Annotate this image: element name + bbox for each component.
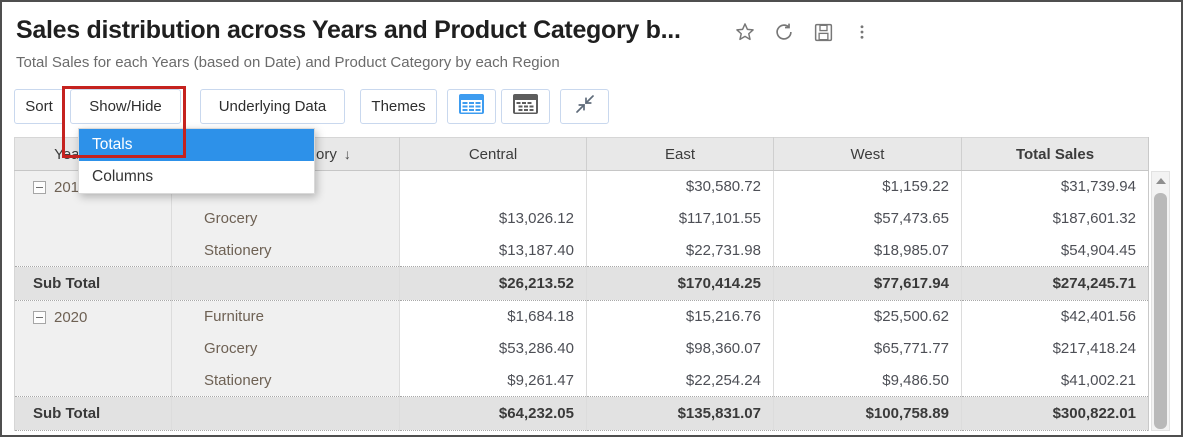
category-cell: Stationery (171, 234, 400, 267)
subtotal-spacer-cell (171, 396, 400, 431)
table-row: Grocery $53,286.40 $98,360.07 $65,771.77… (15, 332, 1149, 365)
subtotal-value-cell: $77,617.94 (773, 266, 962, 301)
value-cell: $13,026.12 (399, 202, 587, 235)
subtotal-label: Sub Total (14, 266, 172, 301)
pivot-view-button[interactable] (501, 89, 550, 124)
more-options-icon[interactable] (850, 20, 874, 44)
scrollbar-up-button[interactable] (1152, 172, 1169, 189)
value-cell: $117,101.55 (586, 202, 774, 235)
category-cell: Stationery (171, 364, 400, 397)
subtotal-value-cell: $26,213.52 (399, 266, 587, 301)
value-cell: $15,216.76 (586, 300, 774, 333)
page-title: Sales distribution across Years and Prod… (16, 16, 681, 44)
subtotal-label: Sub Total (14, 396, 172, 431)
value-cell: $31,739.94 (961, 170, 1149, 203)
title-action-bar (733, 20, 874, 44)
favorite-star-icon[interactable] (733, 20, 757, 44)
table-view-button[interactable] (447, 89, 496, 124)
scrollbar-thumb[interactable] (1154, 193, 1167, 429)
value-cell: $65,771.77 (773, 332, 962, 365)
value-cell: $9,261.47 (399, 364, 587, 397)
value-cell: $57,473.65 (773, 202, 962, 235)
value-cell: $9,486.50 (773, 364, 962, 397)
value-cell: $187,601.32 (961, 202, 1149, 235)
subtotal-row-2019: Sub Total $26,213.52 $170,414.25 $77,617… (14, 266, 1149, 301)
page-subtitle: Total Sales for each Years (based on Dat… (16, 54, 560, 71)
sort-desc-icon: ↓ (343, 145, 351, 162)
show-hide-button[interactable]: Show/Hide (70, 89, 181, 124)
value-cell: $22,254.24 (586, 364, 774, 397)
value-cell: $18,985.07 (773, 234, 962, 267)
column-header-central[interactable]: Central (399, 137, 587, 171)
sort-button[interactable]: Sort (14, 89, 64, 124)
refresh-icon[interactable] (772, 20, 796, 44)
value-cell: $98,360.07 (586, 332, 774, 365)
subtotal-spacer-cell (171, 266, 400, 301)
category-cell: Grocery (171, 332, 400, 365)
value-cell: $1,159.22 (773, 170, 962, 203)
table-row: Stationery $9,261.47 $22,254.24 $9,486.5… (15, 364, 1149, 397)
subtotal-value-cell: $135,831.07 (586, 396, 774, 431)
collapse-minus-icon[interactable] (33, 181, 46, 194)
value-cell: $13,187.40 (399, 234, 587, 267)
column-header-east[interactable]: East (586, 137, 774, 171)
table-view-icon (458, 93, 485, 120)
column-header-total-sales[interactable]: Total Sales (961, 137, 1149, 171)
value-cell: $54,904.45 (961, 234, 1149, 267)
table-row: Stationery $13,187.40 $22,731.98 $18,985… (15, 234, 1149, 267)
subtotal-value-cell: $64,232.05 (399, 396, 587, 431)
subtotal-value-cell: $100,758.89 (773, 396, 962, 431)
save-icon[interactable] (811, 20, 835, 44)
value-cell: $53,286.40 (399, 332, 587, 365)
subtotal-value-cell: $170,414.25 (586, 266, 774, 301)
table-row: Grocery $13,026.12 $117,101.55 $57,473.6… (15, 202, 1149, 235)
collapse-all-icon (573, 92, 597, 121)
category-cell: Furniture (171, 300, 400, 333)
vertical-scrollbar[interactable] (1151, 171, 1170, 431)
category-cell: Grocery (171, 202, 400, 235)
value-cell: $41,002.21 (961, 364, 1149, 397)
collapse-minus-icon[interactable] (33, 311, 46, 324)
value-cell: $22,731.98 (586, 234, 774, 267)
collapse-all-button[interactable] (560, 89, 609, 124)
subtotal-value-cell: $274,245.71 (961, 266, 1149, 301)
underlying-data-button[interactable]: Underlying Data (200, 89, 345, 124)
value-cell: $30,580.72 (586, 170, 774, 203)
subtotal-value-cell: $300,822.01 (961, 396, 1149, 431)
menu-item-totals[interactable]: Totals (79, 129, 314, 161)
value-cell: $25,500.62 (773, 300, 962, 333)
column-header-west[interactable]: West (773, 137, 962, 171)
table-row: 2020 Furniture $1,684.18 $15,216.76 $25,… (14, 300, 1149, 397)
year-group-2020: 2020 (14, 300, 172, 397)
value-cell: $1,684.18 (399, 300, 587, 333)
menu-item-columns[interactable]: Columns (92, 168, 154, 185)
value-cell: $42,401.56 (961, 300, 1149, 333)
value-cell (399, 170, 587, 203)
subtotal-row-2020: Sub Total $64,232.05 $135,831.07 $100,75… (14, 396, 1149, 431)
themes-button[interactable]: Themes (360, 89, 437, 124)
value-cell: $217,418.24 (961, 332, 1149, 365)
show-hide-menu: Totals Columns (78, 128, 315, 194)
pivot-view-icon (512, 93, 539, 120)
scroll-up-arrow-icon (1155, 177, 1166, 184)
